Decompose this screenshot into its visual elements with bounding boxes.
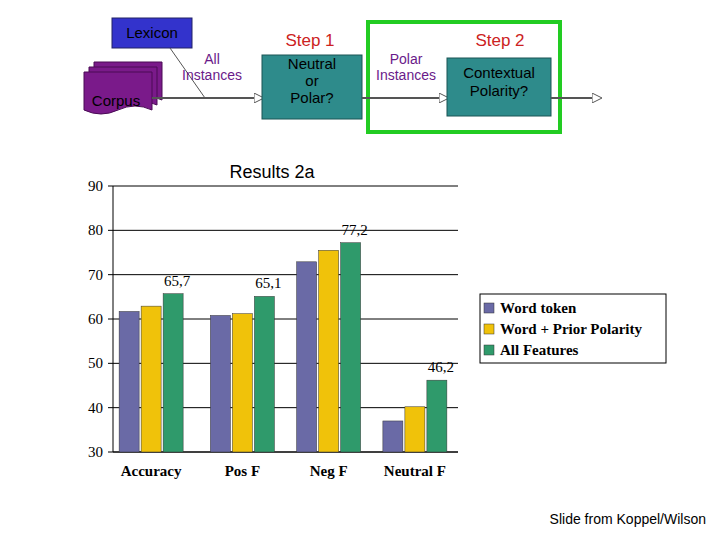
tick-mark (108, 319, 113, 320)
arrow (362, 97, 447, 99)
step-label: Step 2 (475, 31, 524, 50)
tick-label: 40 (88, 400, 103, 416)
tick-label: 60 (88, 311, 103, 327)
bar (297, 262, 317, 452)
legend-swatch (484, 345, 494, 355)
category-label: Neutral F (384, 463, 446, 479)
data-label: 77,2 (342, 222, 368, 238)
text-line: Instances (182, 67, 242, 83)
arrow (152, 97, 262, 99)
bar (232, 314, 252, 452)
data-label: 46,2 (428, 359, 454, 375)
bar (383, 421, 403, 452)
tick-label: 80 (88, 222, 103, 238)
tick-label: 90 (88, 178, 103, 194)
tick-label: 70 (88, 267, 103, 283)
data-labels: 65,7 65,1 77,2 46,2 (164, 222, 454, 375)
bar (405, 407, 425, 452)
legend-swatch (484, 303, 494, 313)
text-line: Polarity? (470, 82, 528, 99)
legend: Word token Word + Prior Polarity All Featu… (480, 294, 666, 363)
text-line: Instances (376, 67, 436, 83)
tick-mark (108, 407, 113, 408)
plot-area (113, 186, 458, 452)
y-axis (113, 186, 114, 452)
edge-label: AllInstances (182, 51, 242, 83)
text-line: Neutral (288, 55, 336, 72)
chart-title: Results 2a (229, 162, 315, 182)
arrow (551, 97, 600, 99)
text-line: Contextual (463, 64, 535, 81)
node-label: Corpus (92, 92, 140, 109)
legend-label: All Features (500, 342, 579, 358)
step-box (447, 58, 551, 116)
bar (319, 250, 339, 452)
grid-line (113, 186, 458, 187)
corpus-page (84, 72, 152, 114)
tick-mark (108, 274, 113, 275)
step-box (262, 55, 362, 119)
edge-label: PolarInstances (376, 51, 436, 83)
legend-label: Word + Prior Polarity (500, 321, 642, 337)
step-label: Step 1 (285, 31, 334, 50)
bar-chart: Results 2a 30 40 50 60 70 80 90 65,7 65,1 77,2 46,2… (88, 162, 458, 479)
category-label: Pos F (225, 463, 260, 479)
text-line: or (305, 72, 318, 89)
category-label: Neg F (310, 463, 348, 479)
tick-label: 50 (88, 355, 103, 371)
legend-box (480, 294, 666, 363)
bar (210, 315, 230, 452)
node-label: NeutralorPolar? (288, 55, 336, 106)
pipeline-diagram: LexiconCorpusAllInstancesNeutralorPolar?… (84, 18, 600, 132)
bar (163, 294, 183, 452)
data-label: 65,1 (255, 275, 281, 291)
legend-label: Word token (500, 300, 577, 316)
tick-mark (108, 452, 113, 453)
node-label: ContextualPolarity? (463, 64, 535, 99)
category-label: Accuracy (121, 463, 182, 479)
data-label: 65,7 (164, 273, 191, 289)
bars (119, 243, 447, 452)
text-line: Polar (390, 51, 423, 67)
legend-swatch (484, 324, 494, 334)
footer: Slide from Koppel/Wilson (550, 511, 706, 527)
node-label: Lexicon (126, 24, 178, 41)
highlight-frame (368, 22, 560, 132)
bar (341, 243, 361, 452)
tick-mark (108, 363, 113, 364)
text-line: All (204, 51, 220, 67)
grid-line (113, 230, 458, 231)
text-line: Polar? (290, 89, 333, 106)
lexicon-box (112, 18, 192, 48)
bar (427, 380, 447, 452)
tick-mark (108, 230, 113, 231)
tick-mark (108, 186, 113, 187)
tick-label: 30 (88, 444, 103, 460)
slide: LexiconCorpusAllInstancesNeutralorPolar?… (0, 0, 720, 540)
bar (254, 296, 274, 452)
bar (119, 311, 139, 452)
bar (141, 306, 161, 452)
